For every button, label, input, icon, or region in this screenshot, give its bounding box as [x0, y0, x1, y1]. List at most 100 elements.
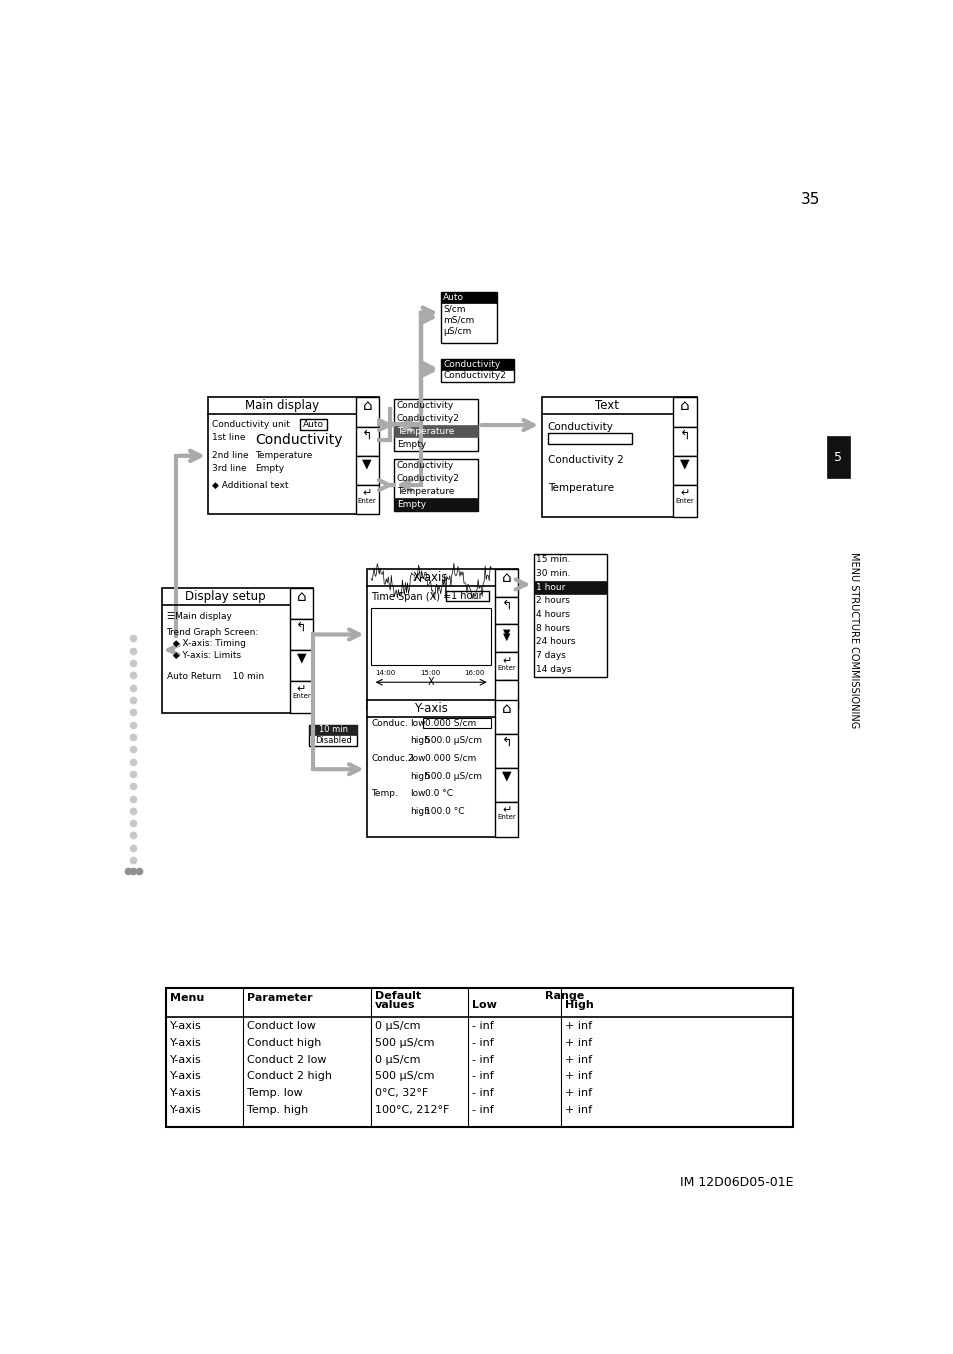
Text: 500 μS/cm: 500 μS/cm — [375, 1037, 434, 1048]
Bar — [495, 680, 517, 709]
Bar — [371, 608, 491, 665]
Text: high: high — [410, 807, 429, 816]
Text: Auto Return    10 min: Auto Return 10 min — [167, 673, 263, 681]
Text: IM 12D06D05-01E: IM 12D06D05-01E — [679, 1177, 793, 1189]
Bar — [673, 456, 696, 485]
Text: Conductivity unit: Conductivity unit — [212, 420, 290, 429]
Text: values: values — [375, 999, 416, 1010]
Bar — [495, 768, 517, 802]
Text: 0.000 S/cm: 0.000 S/cm — [425, 754, 476, 762]
Text: ◆ Additional text: ◆ Additional text — [212, 482, 289, 490]
Text: 15:00: 15:00 — [420, 670, 440, 676]
Bar — [394, 399, 477, 451]
Text: 0 μS/cm: 0 μS/cm — [375, 1021, 420, 1030]
Text: 500.0 μS/cm: 500.0 μS/cm — [425, 737, 482, 745]
Bar — [495, 569, 517, 597]
Text: μS/cm: μS/cm — [443, 328, 471, 336]
Text: Conduc.: Conduc. — [371, 719, 408, 727]
Text: Conduc.2: Conduc.2 — [371, 754, 414, 762]
Text: 30 min.: 30 min. — [536, 569, 570, 578]
Text: Y-axis: Y-axis — [170, 1105, 201, 1116]
Bar — [673, 485, 696, 517]
Text: + inf: + inf — [564, 1037, 592, 1048]
Text: ▼: ▼ — [679, 458, 689, 471]
Text: ▼: ▼ — [501, 769, 511, 783]
Text: ◆ X-axis: Timing: ◆ X-axis: Timing — [167, 639, 245, 649]
Text: Trend Graph Screen:: Trend Graph Screen: — [167, 628, 258, 636]
Text: Temperature: Temperature — [396, 487, 454, 496]
Text: low: low — [410, 789, 425, 799]
Bar — [367, 700, 517, 837]
Text: Conduct low: Conduct low — [247, 1021, 315, 1030]
Bar — [355, 427, 378, 456]
Text: Y-axis: Y-axis — [170, 1021, 201, 1030]
Bar — [440, 292, 497, 303]
Text: Conductivity: Conductivity — [547, 421, 613, 432]
Text: Low: Low — [472, 999, 497, 1010]
Text: Enter: Enter — [357, 497, 376, 504]
Bar — [534, 554, 607, 677]
Text: Temp. high: Temp. high — [247, 1105, 308, 1116]
Text: Conductivity2: Conductivity2 — [443, 371, 505, 380]
Bar — [440, 292, 497, 343]
Bar — [367, 569, 517, 709]
Text: Empty: Empty — [396, 500, 425, 509]
Text: 100.0 °C: 100.0 °C — [425, 807, 464, 816]
Text: 0.0 °C: 0.0 °C — [425, 789, 453, 799]
Text: 5: 5 — [834, 451, 841, 464]
Text: - inf: - inf — [472, 1055, 493, 1064]
Bar — [394, 425, 477, 437]
Text: ▼: ▼ — [296, 651, 306, 665]
Text: ↰: ↰ — [679, 429, 690, 441]
Bar — [495, 624, 517, 653]
Bar — [208, 397, 378, 515]
Text: - inf: - inf — [472, 1021, 493, 1030]
Text: ⌂: ⌂ — [501, 701, 511, 716]
Bar — [162, 588, 313, 714]
Bar — [440, 359, 514, 370]
Text: - inf: - inf — [472, 1037, 493, 1048]
Bar — [446, 590, 488, 601]
Text: - inf: - inf — [472, 1105, 493, 1116]
Text: high: high — [410, 737, 429, 745]
Bar — [495, 653, 517, 680]
Text: Time Span (X) =: Time Span (X) = — [371, 592, 454, 601]
Text: ◆ Y-axis: Limits: ◆ Y-axis: Limits — [167, 651, 240, 659]
Text: 10 min: 10 min — [318, 726, 347, 734]
Text: Parameter: Parameter — [247, 992, 313, 1003]
Text: 1st line: 1st line — [212, 433, 246, 441]
Text: ↰: ↰ — [361, 429, 372, 441]
Text: Temperature: Temperature — [547, 483, 613, 493]
Text: ↰: ↰ — [295, 621, 306, 634]
Text: Range: Range — [545, 991, 584, 1001]
Text: 8 hours: 8 hours — [536, 624, 570, 632]
Text: Default: Default — [375, 991, 420, 1001]
Text: Enter: Enter — [497, 665, 516, 670]
Bar — [440, 359, 514, 382]
Bar — [495, 597, 517, 624]
Text: 14 days: 14 days — [536, 665, 571, 674]
Text: High: High — [564, 999, 593, 1010]
Text: Menu: Menu — [170, 992, 204, 1003]
Text: ↵: ↵ — [362, 489, 372, 498]
Text: Conductivity 2: Conductivity 2 — [547, 455, 623, 466]
Bar — [290, 588, 313, 619]
Text: + inf: + inf — [564, 1089, 592, 1098]
Bar — [534, 581, 607, 594]
Text: ▼: ▼ — [502, 628, 510, 638]
Text: low: low — [410, 754, 425, 762]
Text: Y-axis: Y-axis — [170, 1055, 201, 1064]
Bar — [299, 418, 327, 429]
Text: Y-axis: Y-axis — [170, 1037, 201, 1048]
Text: high: high — [410, 772, 429, 781]
Bar — [355, 456, 378, 485]
Text: MENU STRUCTURE COMMISSIONING: MENU STRUCTURE COMMISSIONING — [848, 552, 858, 728]
Bar — [355, 397, 378, 427]
Text: Disabled: Disabled — [314, 737, 351, 745]
Text: 16:00: 16:00 — [464, 670, 484, 676]
Text: ↵: ↵ — [679, 489, 689, 498]
Text: Enter: Enter — [292, 693, 311, 699]
Bar — [309, 724, 356, 746]
Text: ↵: ↵ — [296, 684, 306, 695]
Bar — [422, 718, 491, 728]
